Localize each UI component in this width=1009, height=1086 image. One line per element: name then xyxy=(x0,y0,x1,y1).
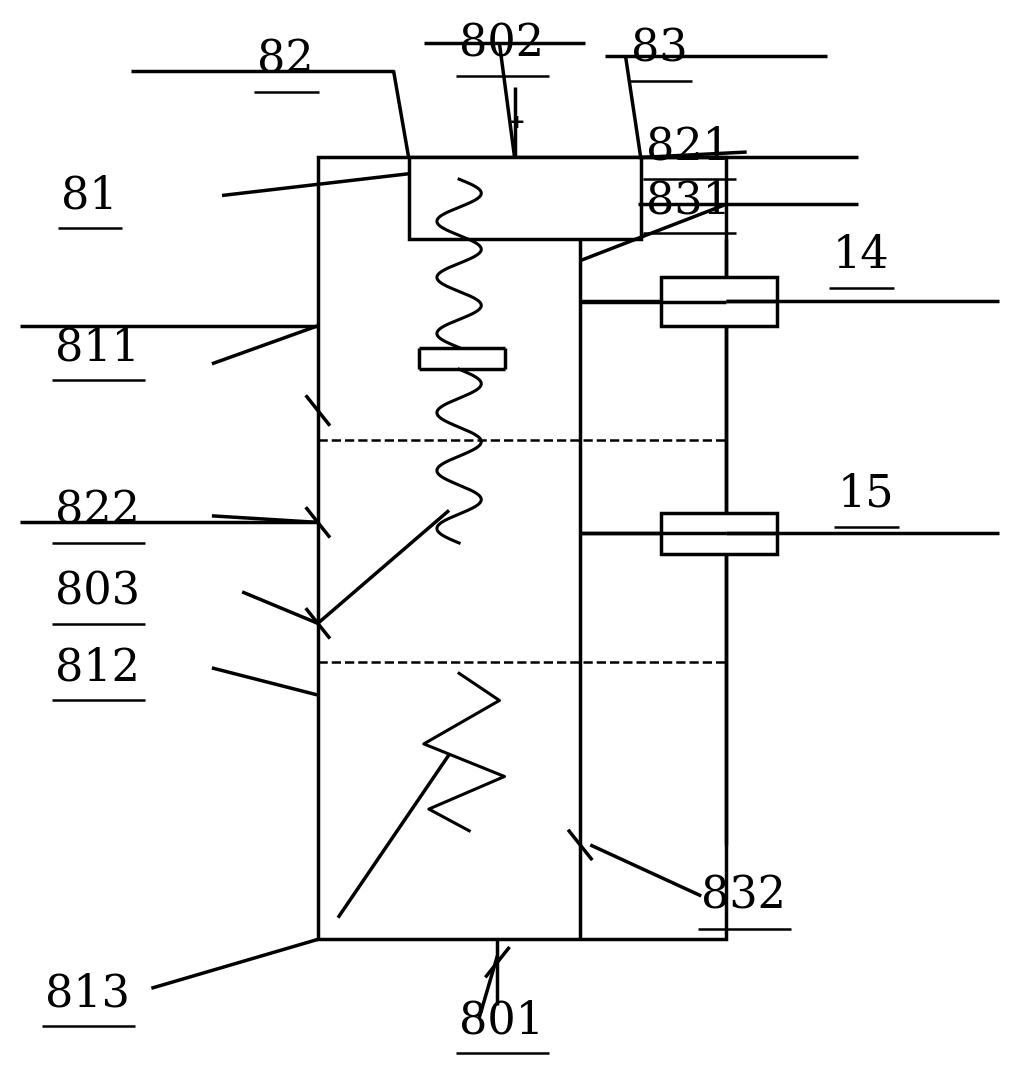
Text: 811: 811 xyxy=(55,326,140,369)
Text: 821: 821 xyxy=(646,125,731,168)
Text: 81: 81 xyxy=(61,174,117,217)
Bar xyxy=(318,157,726,939)
Bar xyxy=(409,157,641,239)
Text: 822: 822 xyxy=(55,489,140,532)
Text: 15: 15 xyxy=(837,472,894,516)
Text: 801: 801 xyxy=(459,999,544,1043)
Text: 813: 813 xyxy=(45,972,130,1015)
Bar xyxy=(661,277,777,326)
Text: 831: 831 xyxy=(646,179,731,223)
Text: 83: 83 xyxy=(631,27,687,71)
Text: 812: 812 xyxy=(55,646,140,690)
Text: 14: 14 xyxy=(832,233,889,277)
Text: 82: 82 xyxy=(257,38,314,81)
Text: 832: 832 xyxy=(701,874,786,918)
Text: +: + xyxy=(510,113,526,132)
Bar xyxy=(661,513,777,554)
Text: 803: 803 xyxy=(55,570,140,614)
Text: 802: 802 xyxy=(459,22,544,65)
